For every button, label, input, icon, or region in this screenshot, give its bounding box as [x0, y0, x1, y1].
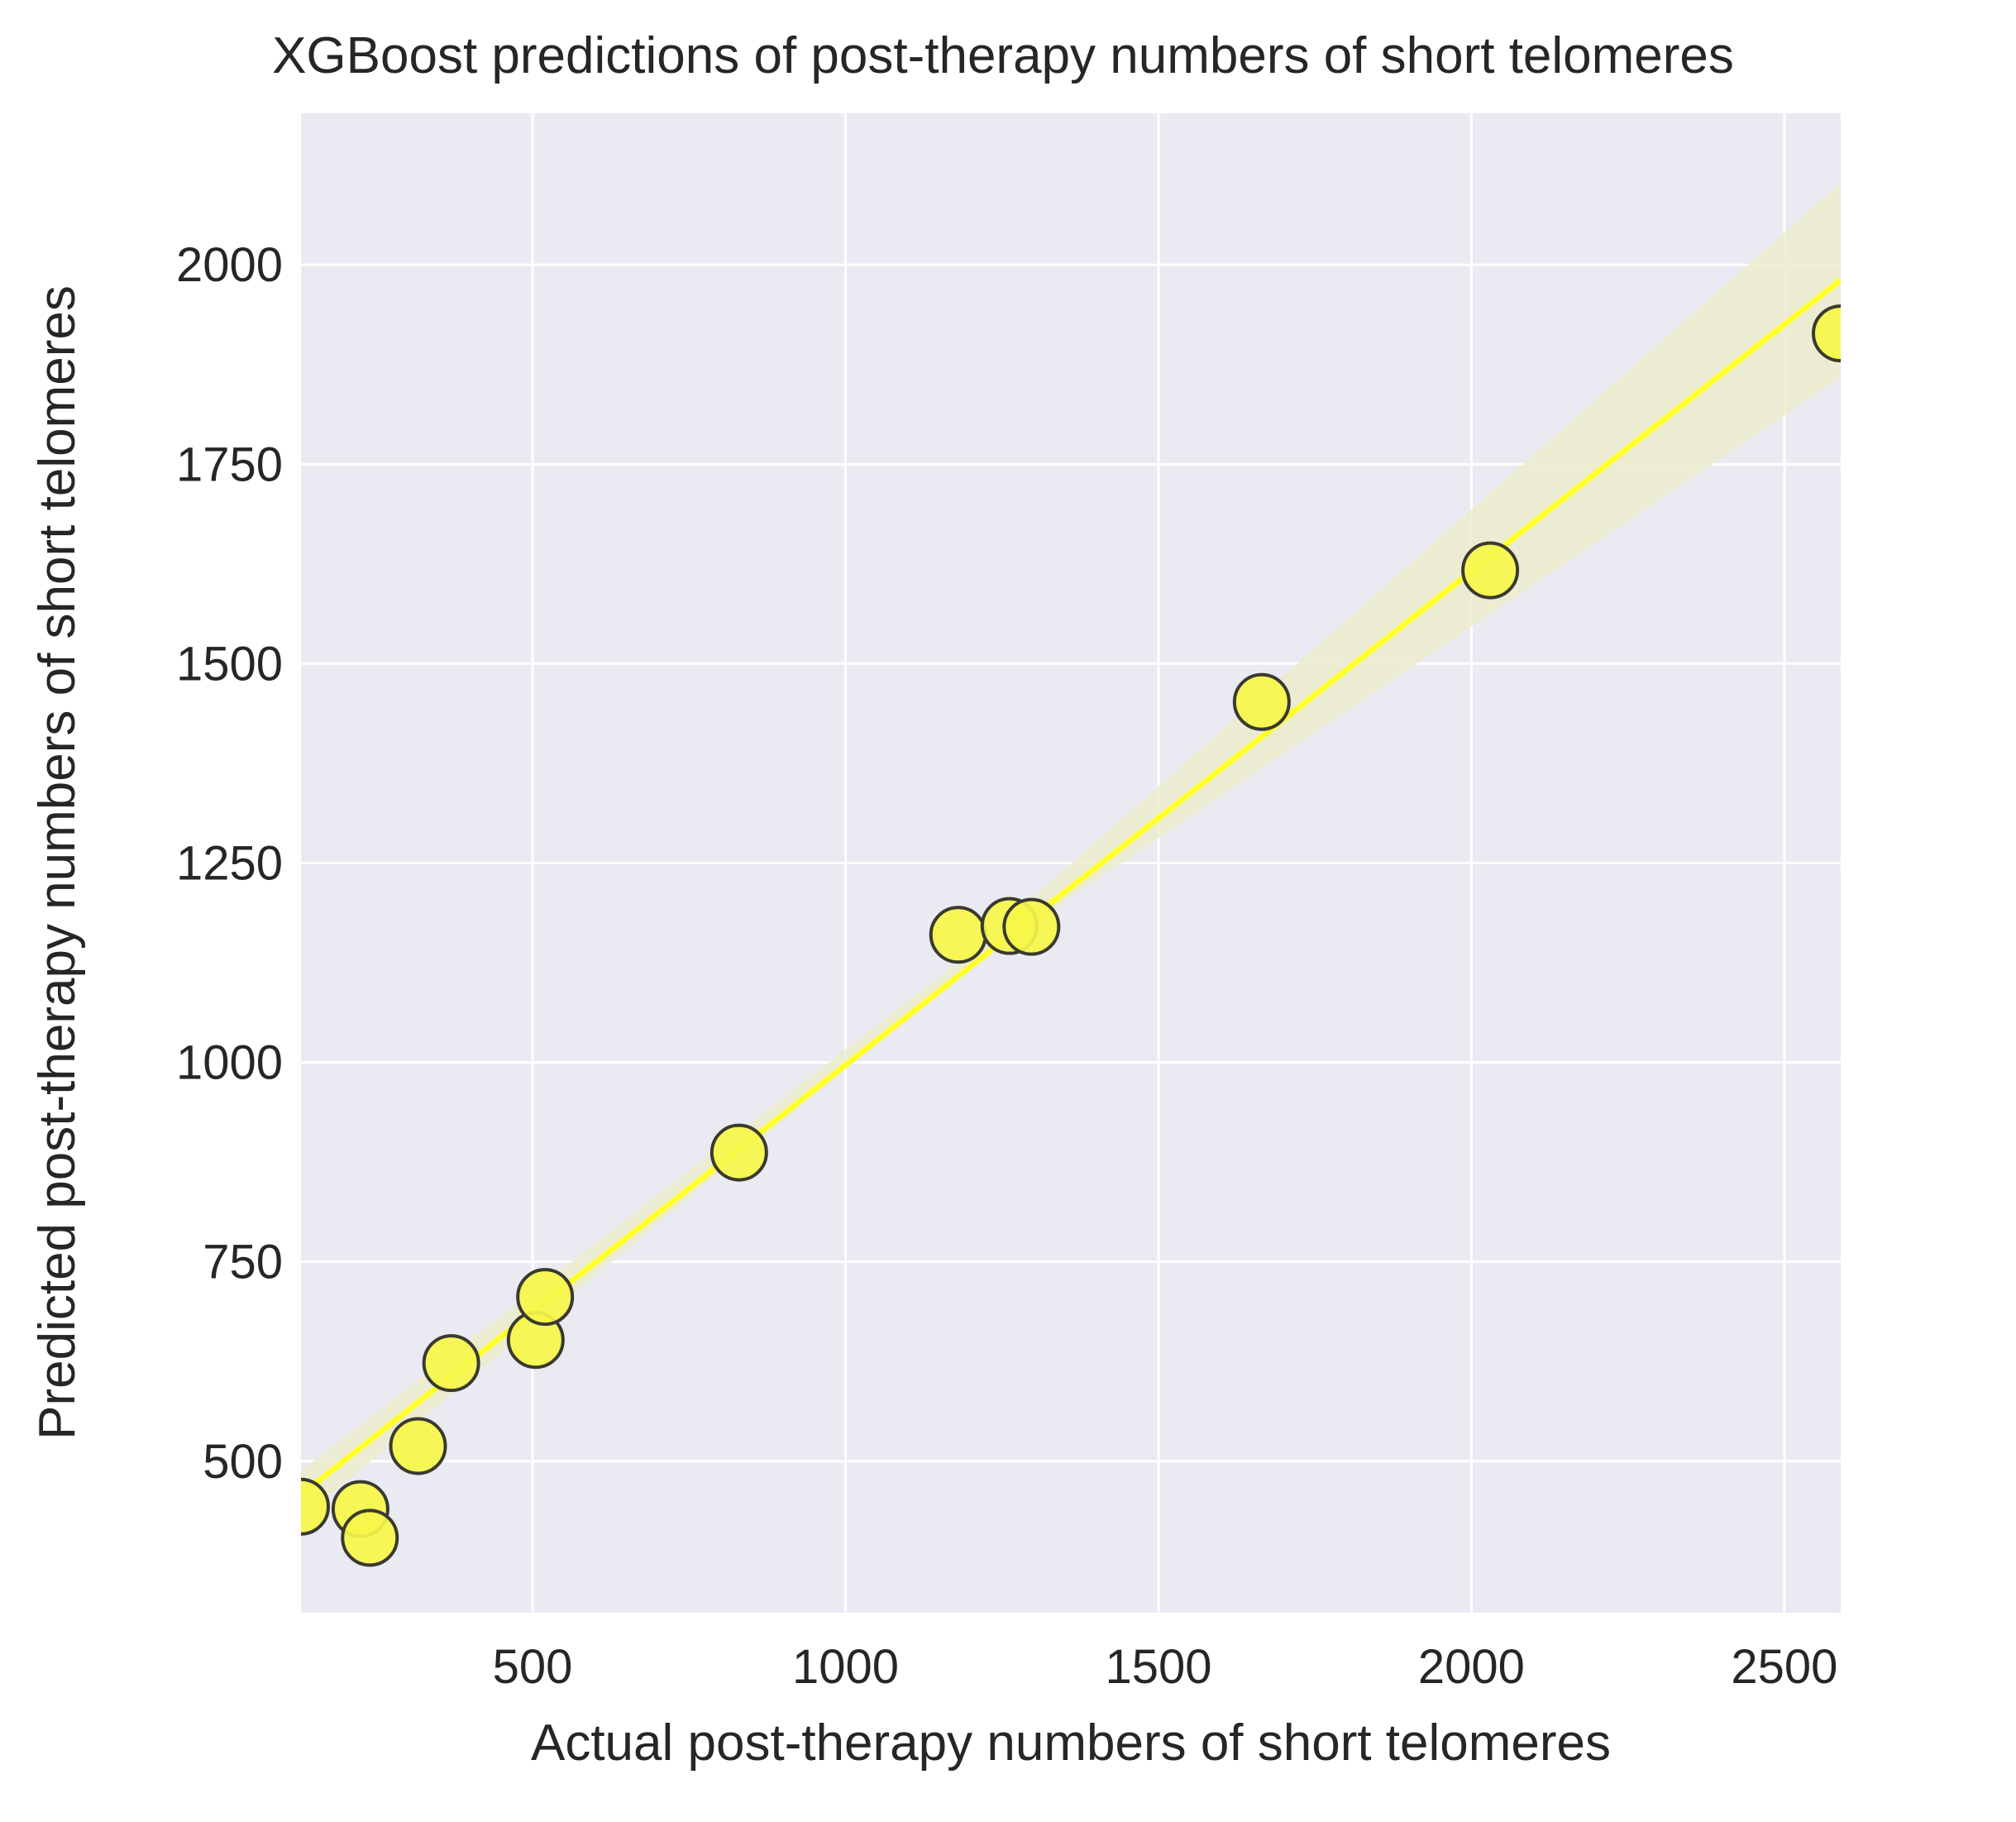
data-point [1461, 541, 1520, 600]
y-tick-label: 1500 [176, 637, 283, 691]
data-point [709, 1123, 768, 1182]
data-point [1002, 897, 1061, 956]
x-tick-labels: 500 1000 1500 2000 2500 [493, 1640, 1838, 1694]
y-tick-label: 1750 [176, 438, 283, 491]
confidence-band [301, 182, 1841, 1519]
y-tick-label: 2000 [176, 238, 283, 292]
y-axis-label: Predicted post-therapy numbers of short … [29, 285, 86, 1440]
y-tick-label: 750 [203, 1236, 283, 1289]
data-point [1232, 672, 1291, 731]
x-tick-label: 500 [493, 1640, 573, 1694]
data-point [422, 1334, 480, 1393]
y-tick-label: 500 [203, 1435, 283, 1489]
x-tick-label: 1000 [792, 1640, 899, 1694]
y-tick-labels: 500 750 1000 1250 1500 1750 2000 [176, 238, 283, 1489]
chart-title: XGBoost predictions of post-therapy numb… [272, 27, 1734, 84]
x-tick-label: 2500 [1731, 1640, 1837, 1694]
y-tick-label: 1250 [176, 837, 283, 891]
data-point [301, 1477, 330, 1536]
data-point [516, 1268, 575, 1327]
y-tick-label: 1000 [176, 1036, 283, 1090]
data-points [301, 304, 1841, 1567]
confidence-band-area [301, 182, 1841, 1519]
x-tick-label: 1500 [1105, 1640, 1211, 1694]
data-point [341, 1509, 399, 1567]
data-point [1812, 304, 1841, 363]
x-axis-label: Actual post-therapy numbers of short tel… [531, 1714, 1611, 1772]
data-point [389, 1417, 447, 1475]
data-point [929, 906, 987, 964]
x-tick-label: 2000 [1418, 1640, 1525, 1694]
